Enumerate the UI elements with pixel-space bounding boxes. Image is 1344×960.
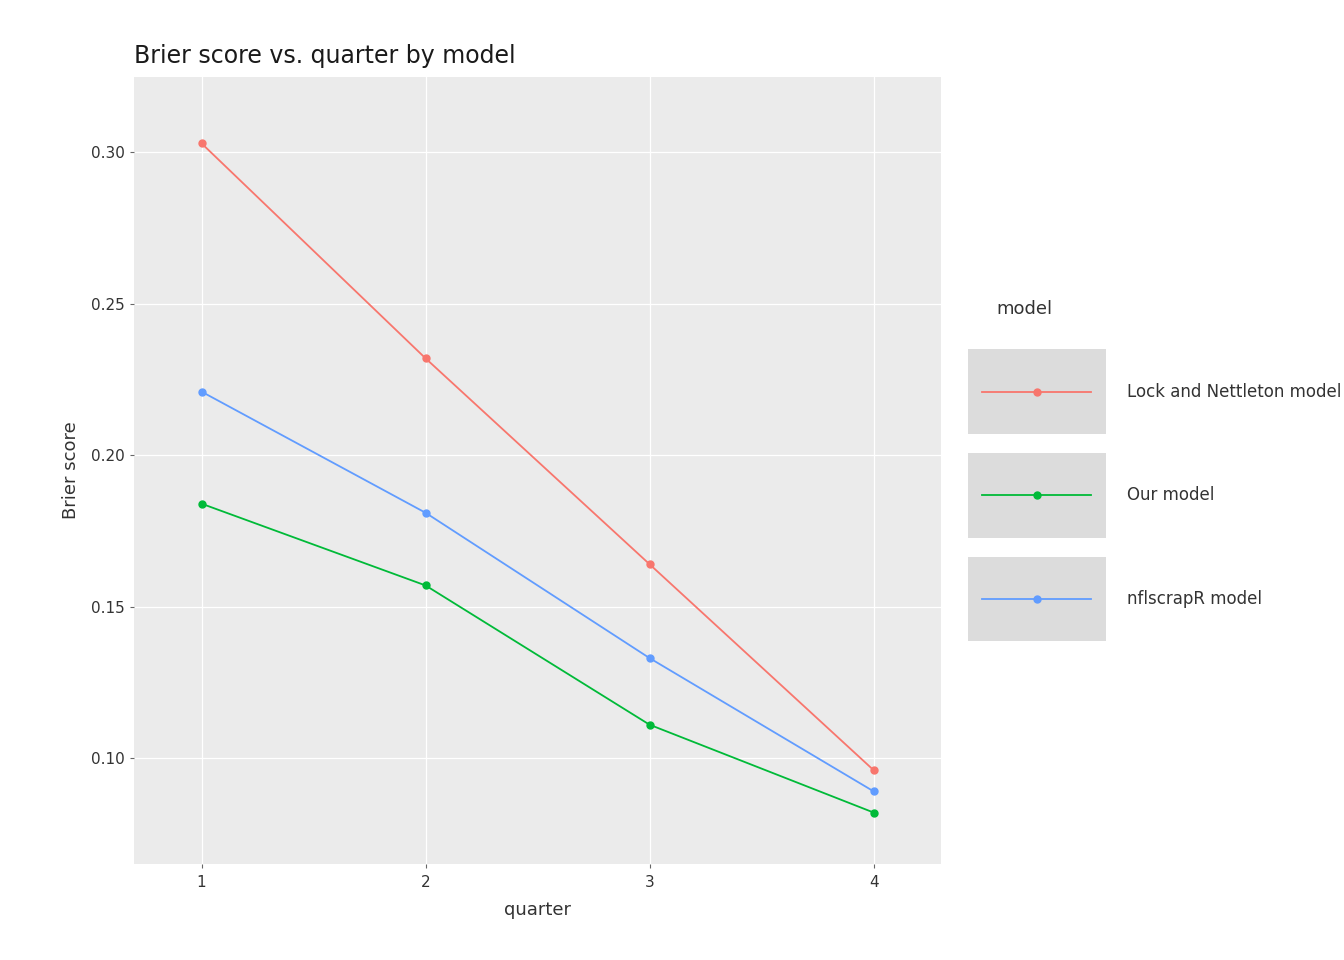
FancyBboxPatch shape <box>968 557 1106 641</box>
Text: model: model <box>997 300 1052 318</box>
Text: Lock and Nettleton model: Lock and Nettleton model <box>1128 383 1341 400</box>
nflscrapR model <box>641 653 657 664</box>
Our model <box>194 498 210 510</box>
Our model <box>418 580 434 591</box>
Our model <box>641 719 657 731</box>
nflscrapR model <box>194 386 210 397</box>
nflscrapR model <box>866 785 882 797</box>
FancyBboxPatch shape <box>968 453 1106 538</box>
Line: Our model: Our model <box>198 500 878 816</box>
FancyBboxPatch shape <box>968 349 1106 434</box>
Lock and Nettleton model <box>194 137 210 149</box>
Line: Lock and Nettleton model: Lock and Nettleton model <box>198 140 878 774</box>
Lock and Nettleton model <box>866 764 882 776</box>
Text: nflscrapR model: nflscrapR model <box>1128 590 1262 608</box>
Text: Brier score vs. quarter by model: Brier score vs. quarter by model <box>134 44 516 68</box>
X-axis label: quarter: quarter <box>504 901 571 920</box>
Y-axis label: Brier score: Brier score <box>62 421 79 519</box>
Lock and Nettleton model <box>418 352 434 364</box>
Lock and Nettleton model <box>641 559 657 570</box>
Line: nflscrapR model: nflscrapR model <box>198 388 878 795</box>
Text: Our model: Our model <box>1128 487 1215 504</box>
nflscrapR model <box>418 507 434 518</box>
Our model <box>866 806 882 818</box>
